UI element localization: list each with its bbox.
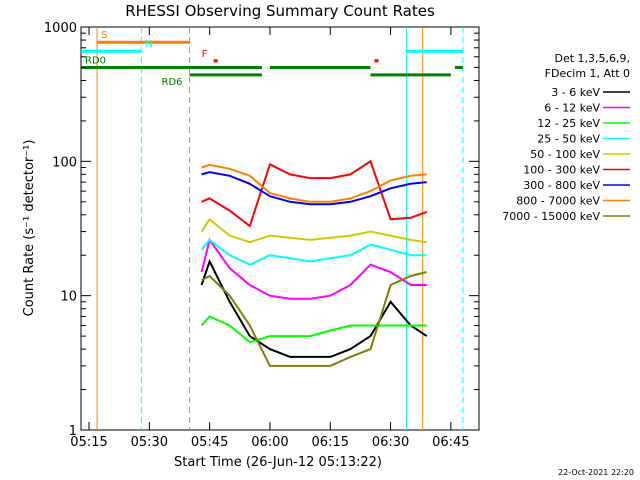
series-line-300-800keV bbox=[201, 171, 427, 206]
legend-label: 25 - 50 keV bbox=[537, 133, 600, 146]
observing-markers bbox=[96, 27, 464, 430]
observing-flags: S N F RD0 RD6 bbox=[81, 30, 463, 88]
y-tick-label: 1000 bbox=[44, 21, 77, 36]
legend-label: 3 - 6 keV bbox=[551, 86, 600, 99]
legend-label: 7000 - 15000 keV bbox=[502, 210, 600, 223]
legend-label: 12 - 25 keV bbox=[537, 117, 600, 130]
series-line-6-12keV bbox=[200, 237, 427, 300]
series-line-100-300keV bbox=[201, 159, 428, 228]
legend-label: 6 - 12 keV bbox=[544, 102, 600, 115]
y-tick-label: 100 bbox=[52, 155, 77, 170]
series-line-800-7000keV bbox=[201, 163, 427, 203]
x-tick-label: 06:00 bbox=[251, 435, 288, 450]
legend-label: 50 - 100 keV bbox=[530, 148, 600, 161]
y-tick-label: 10 bbox=[60, 290, 77, 305]
x-tick-label: 05:15 bbox=[70, 435, 107, 450]
flag-label-rd6: RD6 bbox=[162, 77, 183, 88]
legend-label: 300 - 800 keV bbox=[523, 179, 600, 192]
x-tick-label: 06:30 bbox=[372, 435, 409, 450]
footer-date: 22-Oct-2021 22:20 bbox=[558, 468, 634, 477]
x-tick-label: 06:15 bbox=[312, 435, 349, 450]
series-line-7000-15000keV bbox=[201, 271, 427, 367]
plot-frame bbox=[80, 26, 480, 431]
series-line-12-25keV bbox=[200, 315, 427, 344]
x-tick-label: 05:30 bbox=[131, 435, 168, 450]
flag-label-rd0: RD0 bbox=[85, 55, 106, 66]
flag-label-n: N bbox=[145, 39, 152, 50]
y-axis-title: Count Rate (s⁻¹ detector⁻¹) bbox=[22, 140, 37, 317]
y-tick-label: 1 bbox=[69, 424, 77, 439]
legend-label: 100 - 300 keV bbox=[523, 164, 600, 177]
legend: Det 1,3,5,6,9, FDecim 1, Att 0 3 - 6 keV… bbox=[502, 52, 630, 223]
legend-label: 800 - 7000 keV bbox=[516, 195, 600, 208]
series-line-3-6keV bbox=[200, 258, 428, 358]
x-axis-title: Start Time (26-Jun-12 05:13:22) bbox=[174, 455, 382, 470]
count-rate-series bbox=[200, 159, 428, 367]
flag-label-s: S bbox=[101, 30, 107, 41]
series-line-25-50keV bbox=[200, 238, 427, 266]
x-tick-label: 05:45 bbox=[191, 435, 228, 450]
x-tick-label: 06:45 bbox=[432, 435, 469, 450]
legend-header-line-2: FDecim 1, Att 0 bbox=[545, 67, 630, 80]
legend-header-line-1: Det 1,3,5,6,9, bbox=[554, 52, 630, 65]
series-line-50-100keV bbox=[200, 217, 427, 244]
chart-title: RHESSI Observing Summary Count Rates bbox=[125, 2, 435, 20]
flag-label-f: F bbox=[202, 49, 208, 60]
axes: 05:15 05:30 05:45 06:00 06:15 06:30 06:45 1 10 10… bbox=[44, 21, 479, 450]
